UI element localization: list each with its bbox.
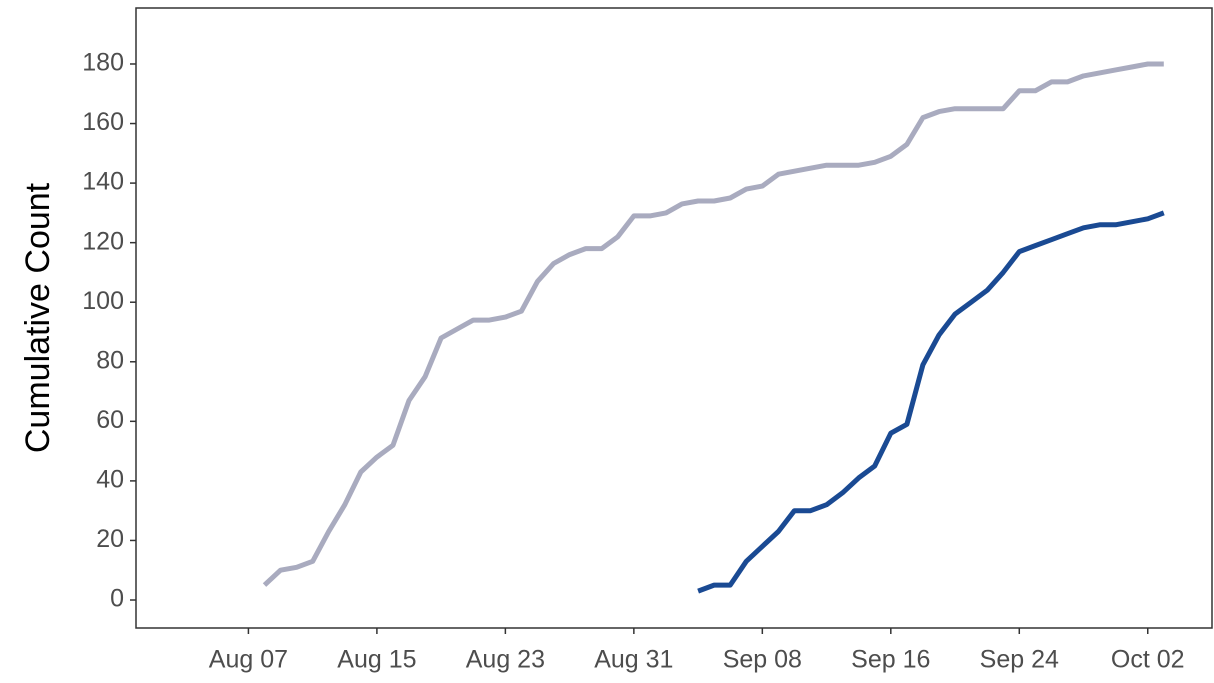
y-axis-label: Cumulative Count: [19, 182, 57, 453]
y-tick-label: 80: [96, 346, 124, 374]
data-line: [262, 61, 1164, 587]
x-tick-label: Aug 23: [466, 646, 545, 674]
plot-border: [135, 7, 1213, 629]
y-tick-label: 60: [96, 406, 124, 434]
x-tick-label: Aug 15: [337, 646, 416, 674]
x-tick-label: Sep 24: [980, 646, 1059, 674]
data-line: [697, 210, 1165, 594]
x-tick-label: Sep 08: [723, 646, 802, 674]
x-tick-label: Oct 02: [1111, 646, 1185, 674]
y-tick-label: 160: [82, 108, 124, 136]
x-tick-label: Sep 16: [851, 646, 930, 674]
y-tick-label: 0: [110, 585, 124, 613]
y-tick-label: 40: [96, 466, 124, 494]
y-tick-label: 180: [82, 49, 124, 77]
y-tick-label: 20: [96, 525, 124, 553]
x-tick-label: Aug 07: [209, 646, 288, 674]
y-tick-label: 100: [82, 287, 124, 315]
y-tick-label: 120: [82, 227, 124, 255]
x-tick-label: Aug 31: [594, 646, 673, 674]
y-tick-label: 140: [82, 168, 124, 196]
